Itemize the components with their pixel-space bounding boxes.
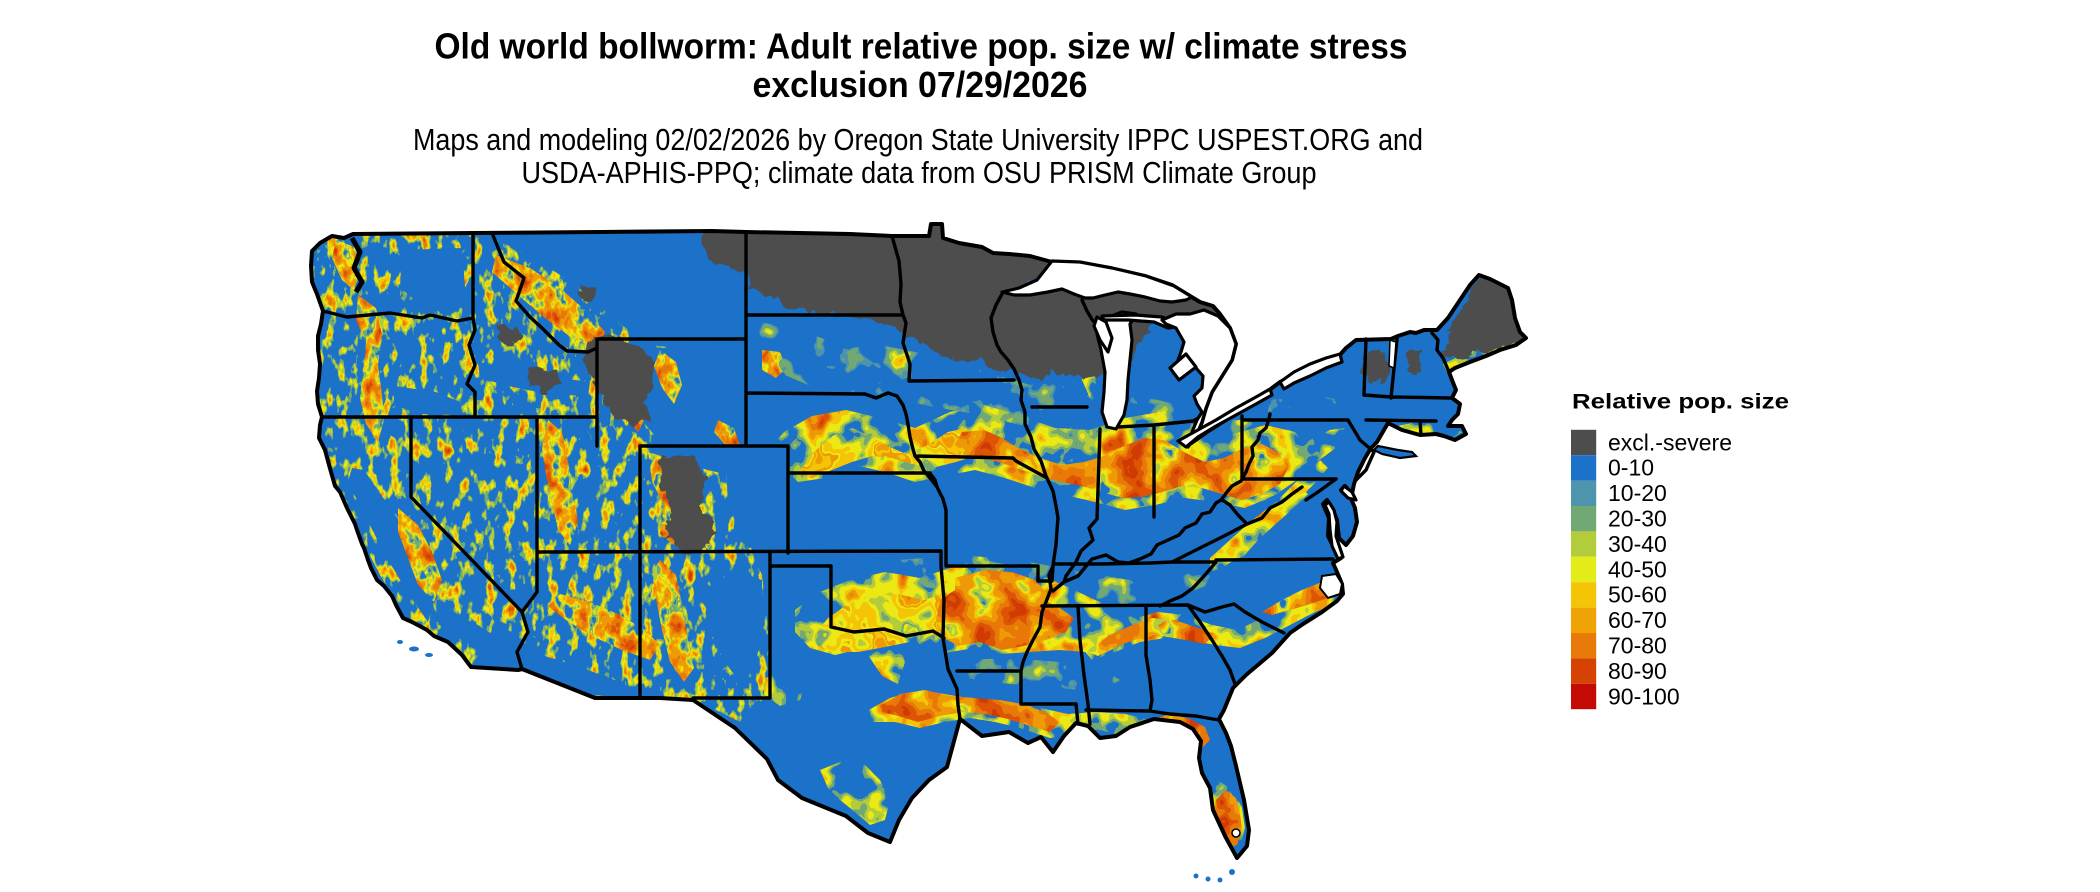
svg-text:50-60: 50-60 — [1608, 582, 1667, 608]
svg-text:30-40: 30-40 — [1608, 531, 1667, 557]
svg-text:0-10: 0-10 — [1608, 455, 1654, 481]
svg-text:80-90: 80-90 — [1608, 658, 1667, 684]
svg-text:90-100: 90-100 — [1608, 683, 1680, 709]
svg-text:10-20: 10-20 — [1608, 480, 1667, 506]
svg-text:20-30: 20-30 — [1608, 506, 1667, 532]
svg-text:Old world bollworm: Adult rela: Old world bollworm: Adult relative pop. … — [435, 26, 1408, 67]
svg-text:60-70: 60-70 — [1608, 607, 1667, 633]
svg-text:excl.-severe: excl.-severe — [1608, 429, 1732, 455]
svg-text:Relative pop. size: Relative pop. size — [1572, 391, 1789, 414]
svg-text:USDA-APHIS-PPQ; climate data f: USDA-APHIS-PPQ; climate data from OSU PR… — [522, 155, 1317, 190]
svg-text:40-50: 40-50 — [1608, 556, 1667, 582]
svg-text:Maps and modeling 02/02/2026 b: Maps and modeling 02/02/2026 by Oregon S… — [413, 122, 1423, 157]
svg-text:70-80: 70-80 — [1608, 633, 1667, 659]
svg-text:exclusion 07/29/2026: exclusion 07/29/2026 — [753, 64, 1088, 105]
